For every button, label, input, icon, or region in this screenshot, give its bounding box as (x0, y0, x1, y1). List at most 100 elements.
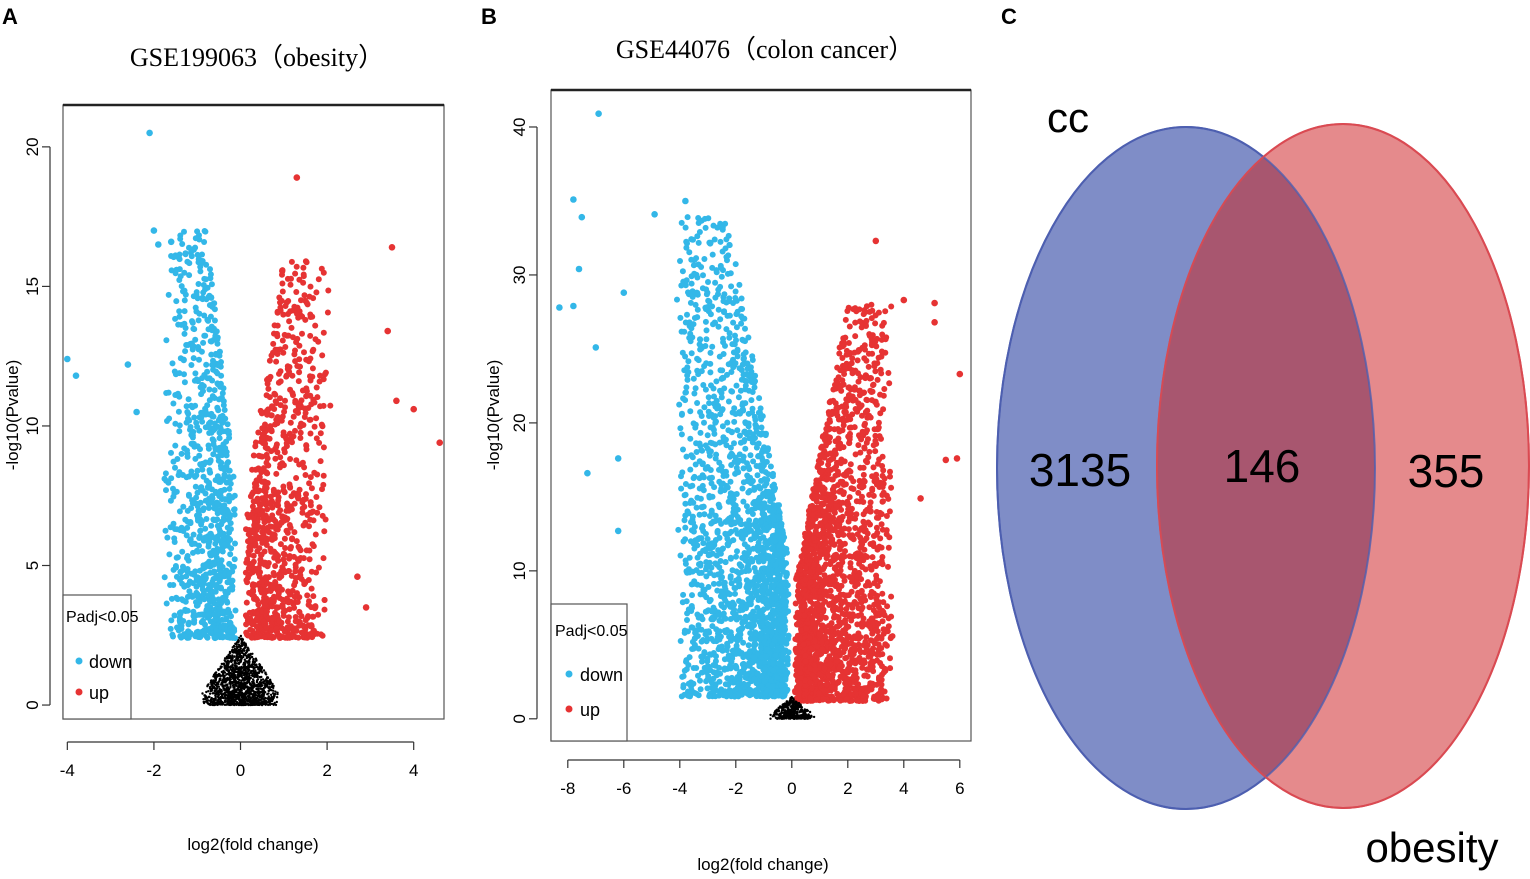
scatter-point-ns (232, 649, 235, 652)
scatter-point-down (184, 524, 191, 531)
scatter-point-ns (245, 650, 249, 653)
scatter-point-ns (271, 683, 274, 687)
scatter-point-down (209, 303, 216, 310)
scatter-point-up-outlier (354, 573, 361, 580)
scatter-point-down (785, 649, 792, 656)
scatter-point-ns (246, 692, 249, 695)
scatter-point-down (749, 353, 756, 360)
scatter-point-ns (224, 693, 227, 696)
scatter-point-up (295, 492, 302, 499)
scatter-point-up (313, 289, 320, 296)
scatter-point-down (714, 528, 721, 535)
scatter-point-down (200, 612, 207, 619)
scatter-point-down (681, 517, 688, 524)
scatter-point-down (674, 296, 680, 303)
scatter-point-down (205, 500, 212, 507)
scatter-point-up (286, 522, 293, 528)
scatter-point-up (307, 373, 313, 380)
scatter-point-down (172, 270, 179, 277)
scatter-point-up (277, 541, 284, 548)
scatter-point-down (783, 545, 790, 552)
scatter-point-ns (255, 687, 258, 690)
scatter-point-down (232, 607, 239, 614)
scatter-point-up (292, 568, 299, 575)
scatter-point-up (297, 429, 304, 436)
scatter-point-ns (255, 673, 259, 676)
scatter-point-down (190, 531, 197, 538)
scatter-point-down (707, 240, 714, 247)
scatter-point-down (213, 446, 220, 453)
scatter-point-ns (266, 693, 269, 696)
scatter-point-ns (220, 681, 223, 685)
x-tick-label: 4 (409, 761, 418, 780)
scatter-point-down (710, 580, 717, 587)
scatter-point-up (259, 431, 266, 438)
scatter-point-down (216, 490, 223, 497)
scatter-point-up (301, 292, 308, 299)
scatter-point-ns (251, 682, 255, 685)
scatter-point-up (292, 427, 298, 434)
scatter-point-down (183, 532, 190, 539)
scatter-point-down (702, 442, 709, 449)
scatter-point-down (677, 314, 684, 321)
scatter-point-ns (239, 700, 242, 703)
scatter-point-up (243, 621, 250, 628)
scatter-point-down (209, 436, 216, 443)
scatter-point-down (692, 301, 699, 308)
scatter-point-ns (253, 696, 257, 700)
scatter-point-ns (257, 694, 260, 697)
scatter-point-ns (238, 685, 241, 688)
scatter-point-up (279, 288, 286, 295)
scatter-point-down (738, 563, 745, 570)
scatter-point-ns (262, 669, 266, 672)
scatter-point-down (213, 554, 220, 561)
scatter-point-up (287, 308, 294, 315)
scatter-point-up (292, 270, 299, 277)
scatter-point-down (703, 678, 710, 685)
scatter-point-down (170, 582, 177, 588)
scatter-point-down (709, 303, 716, 310)
scatter-point-up (286, 606, 293, 613)
scatter-point-up (276, 370, 282, 377)
scatter-point-down (179, 241, 186, 247)
scatter-point-down (220, 536, 227, 543)
legend-title-a: Padj<0.05 (66, 609, 139, 626)
scatter-point-ns (219, 690, 222, 693)
scatter-point-down (205, 592, 212, 599)
scatter-point-up (273, 400, 280, 407)
scatter-point-up (287, 419, 294, 426)
scatter-point-ns (239, 634, 243, 638)
scatter-point-down (195, 634, 202, 640)
scatter-point-down (214, 340, 221, 347)
scatter-point-down (195, 317, 202, 324)
scatter-point-down (201, 312, 208, 319)
scatter-point-down (173, 298, 180, 305)
scatter-point-up (277, 378, 284, 385)
scatter-point-up (279, 337, 286, 344)
scatter-point-up (303, 393, 310, 400)
scatter-point-down (161, 475, 168, 482)
scatter-point-down (227, 480, 234, 487)
scatter-point-up (269, 603, 276, 610)
scatter-point-ns (243, 682, 246, 686)
y-tick-label: 5 (23, 561, 42, 570)
scatter-point-down (170, 493, 177, 500)
scatter-point-down (688, 350, 695, 357)
scatter-point-up (307, 283, 314, 290)
scatter-point-ns (234, 667, 237, 671)
scatter-point-ns (228, 654, 231, 658)
scatter-point-ns (236, 658, 239, 662)
scatter-point-down (177, 609, 184, 616)
scatter-point-up (263, 608, 270, 615)
scatter-point-ns (220, 674, 223, 677)
scatter-point-down (186, 588, 193, 595)
scatter-point-up (291, 529, 298, 536)
scatter-point-up (254, 597, 261, 604)
scatter-point-down (726, 677, 733, 684)
scatter-point-up (320, 444, 327, 451)
scatter-point-down (196, 356, 202, 363)
scatter-point-down (196, 542, 202, 549)
scatter-point-up (300, 279, 307, 286)
scatter-point-down (743, 503, 750, 510)
scatter-point-down (683, 277, 690, 284)
